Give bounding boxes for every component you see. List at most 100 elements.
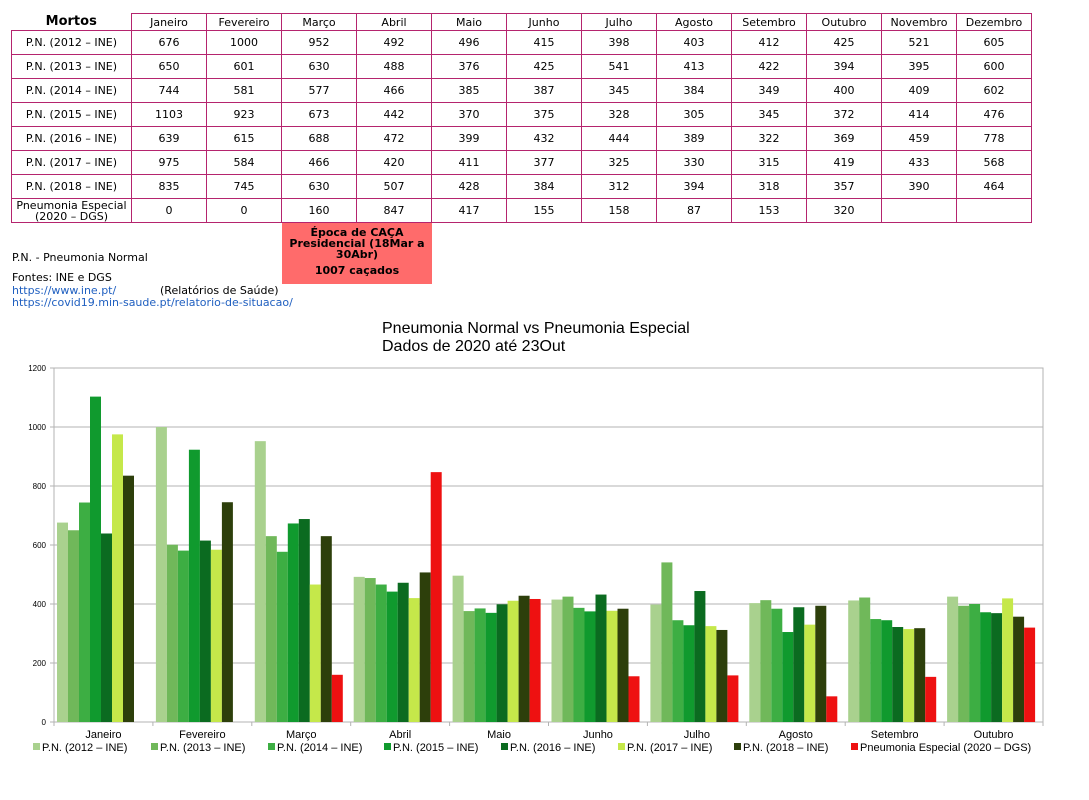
table-cell — [956, 198, 1032, 223]
table-cell: 428 — [431, 174, 507, 199]
row-label: P.N. (2014 – INE) — [11, 78, 132, 103]
table-cell: 414 — [881, 102, 957, 127]
bar — [826, 696, 838, 722]
table-cell: 492 — [356, 30, 432, 55]
table-cell: 422 — [731, 54, 807, 79]
bar — [1024, 627, 1036, 722]
bar — [683, 625, 695, 722]
table-cell: 650 — [131, 54, 207, 79]
bar — [617, 608, 629, 722]
table-cell: 160 — [281, 198, 357, 223]
y-tick-label: 1200 — [28, 364, 46, 373]
y-tick-label: 400 — [33, 600, 47, 609]
x-tick-label: Julho — [684, 729, 710, 741]
row-label: P.N. (2017 – INE) — [11, 150, 132, 175]
table-cell: 389 — [656, 126, 732, 151]
table-cell: 601 — [206, 54, 282, 79]
table-cell: 0 — [206, 198, 282, 223]
bar — [101, 533, 112, 722]
legend-label: P.N. (2015 – INE) — [393, 742, 478, 754]
month-header-5: Junho — [506, 13, 582, 31]
bar — [463, 611, 475, 722]
bar — [661, 562, 673, 722]
bar — [716, 629, 728, 722]
y-tick-label: 200 — [33, 659, 47, 668]
legend-swatch — [33, 743, 40, 750]
table-row: P.N. (2017 – INE) 975 584 466 420 411 377 325 33… — [11, 150, 1032, 175]
bar — [771, 608, 783, 722]
table-cell: 417 — [431, 198, 507, 223]
row-label: P.N. (2013 – INE) — [11, 54, 132, 79]
bar — [265, 536, 277, 722]
bar — [221, 502, 233, 722]
table-cell: 778 — [956, 126, 1032, 151]
table-cell: 403 — [656, 30, 732, 55]
bar — [68, 530, 79, 722]
hunting-season-box: Época de CAÇA Presidencial (18Mar a 30Ab… — [282, 223, 432, 284]
bar — [584, 611, 596, 722]
table-cell: 330 — [656, 150, 732, 175]
table-cell: 1000 — [206, 30, 282, 55]
bar — [90, 396, 101, 722]
bar — [529, 598, 541, 722]
deaths-table: Mortos Janeiro Fevereiro Março Abril Maio Jun… — [11, 13, 1032, 223]
x-tick-label: Outubro — [974, 729, 1014, 741]
table-row: P.N. (2018 – INE) 835 745 630 507 428 384 312 39… — [11, 174, 1032, 199]
bar — [628, 676, 640, 722]
bar — [1013, 616, 1025, 722]
bar — [397, 582, 409, 722]
table-cell: 584 — [206, 150, 282, 175]
bar — [507, 600, 519, 722]
table-cell: 600 — [956, 54, 1032, 79]
table-cell: 442 — [356, 102, 432, 127]
table-cell: 615 — [206, 126, 282, 151]
table-cell: 370 — [431, 102, 507, 127]
bar — [452, 575, 464, 722]
bar — [694, 591, 706, 722]
bar — [848, 600, 860, 722]
month-header-1: Fevereiro — [206, 13, 282, 31]
table-cell: 400 — [806, 78, 882, 103]
y-tick-label: 0 — [42, 718, 47, 727]
bar — [760, 600, 772, 722]
bar — [320, 536, 332, 722]
row-label: Pneumonia Especial (2020 – DGS) — [11, 198, 132, 223]
table-cell: 602 — [956, 78, 1032, 103]
table-cell: 345 — [731, 102, 807, 127]
bar — [969, 604, 981, 722]
table-cell: 419 — [806, 150, 882, 175]
x-tick-label: Fevereiro — [179, 729, 225, 741]
chart-title-line1: Pneumonia Normal vs Pneumonia Especial — [382, 320, 690, 337]
bar — [287, 523, 299, 722]
table-cell: 472 — [356, 126, 432, 151]
bar — [408, 598, 420, 722]
table-cell: 433 — [881, 150, 957, 175]
month-header-6: Julho — [581, 13, 657, 31]
table-row: P.N. (2014 – INE) 744 581 577 466 385 387 345 38… — [11, 78, 1032, 103]
table-cell: 158 — [581, 198, 657, 223]
bar — [518, 595, 530, 722]
legend-label: P.N. (2014 – INE) — [277, 742, 362, 754]
ine-link[interactable]: https://www.ine.pt/ — [12, 284, 117, 297]
bar — [254, 441, 266, 722]
table-header-row: Mortos Janeiro Fevereiro Março Abril Maio Jun… — [11, 13, 1032, 31]
table-cell: 312 — [581, 174, 657, 199]
legend-label: P.N. (2013 – INE) — [160, 742, 245, 754]
bar — [551, 599, 563, 722]
legend-label: P.N. (2018 – INE) — [743, 742, 828, 754]
bar — [364, 578, 376, 722]
table-cell: 376 — [431, 54, 507, 79]
table-cell: 1103 — [131, 102, 207, 127]
bar — [375, 584, 387, 722]
dgs-link[interactable]: https://covid19.min-saude.pt/relatorio-d… — [12, 296, 293, 309]
table-cell: 345 — [581, 78, 657, 103]
bar — [1002, 598, 1014, 722]
table-cell: 835 — [131, 174, 207, 199]
bar — [870, 619, 882, 722]
table-cell: 349 — [731, 78, 807, 103]
legend-swatch — [384, 743, 391, 750]
table-cell: 425 — [506, 54, 582, 79]
bar — [79, 502, 90, 722]
table-cell: 412 — [731, 30, 807, 55]
table-cell: 315 — [731, 150, 807, 175]
